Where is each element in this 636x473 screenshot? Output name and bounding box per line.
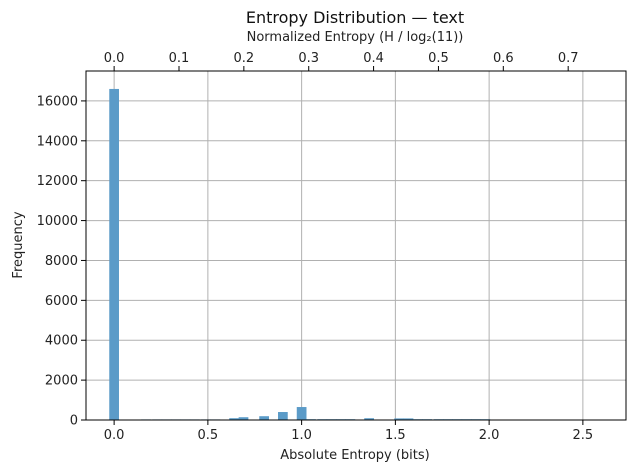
- y-tick-label: 8000: [45, 254, 78, 269]
- histogram-bar: [229, 418, 239, 420]
- y-tick-label: 12000: [37, 174, 78, 189]
- secondary-x-tick-label: 0.4: [363, 51, 384, 66]
- histogram-bar: [364, 418, 374, 420]
- histogram-bar: [296, 407, 307, 420]
- secondary-x-tick-label: 0.3: [298, 51, 319, 66]
- y-tick-label: 16000: [37, 94, 78, 109]
- secondary-x-tick-label: 0.5: [428, 51, 449, 66]
- histogram-bar: [238, 417, 249, 420]
- x-tick-label: 1.5: [385, 428, 406, 443]
- secondary-x-tick-label: 0.0: [104, 51, 125, 66]
- secondary-x-tick-label: 0.7: [558, 51, 579, 66]
- histogram-bar: [278, 412, 288, 420]
- histogram-bar: [403, 418, 414, 420]
- axis-ticks: 0.0 0.5 1.0 1.5 2.0 2.5 0 2000 4000 6000 8000 10000…: [37, 51, 594, 443]
- y-tick-label: 10000: [37, 214, 78, 229]
- y-tick-label: 6000: [45, 294, 78, 309]
- chart-title: Entropy Distribution — text: [246, 8, 464, 27]
- histogram-bar: [394, 418, 404, 420]
- x-tick-label: 2.0: [479, 428, 500, 443]
- y-tick-label: 4000: [45, 334, 78, 349]
- histogram-bars: [109, 88, 601, 420]
- y-tick-label: 2000: [45, 374, 78, 389]
- secondary-x-tick-label: 0.2: [234, 51, 255, 66]
- secondary-x-tick-label: 0.6: [493, 51, 514, 66]
- plot-frame: [85, 70, 627, 421]
- y-axis-label: Frequency: [11, 211, 26, 278]
- x-axis-label: Absolute Entropy (bits): [280, 448, 429, 463]
- x-tick-label: 2.5: [573, 428, 594, 443]
- x-tick-label: 0.0: [104, 428, 125, 443]
- secondary-x-tick-label: 0.1: [169, 51, 190, 66]
- histogram-bar: [259, 416, 269, 420]
- histogram-bar: [109, 88, 119, 420]
- y-tick-label: 0: [70, 414, 78, 429]
- gridlines: [86, 71, 626, 421]
- y-tick-label: 14000: [37, 134, 78, 149]
- x-tick-label: 1.0: [291, 428, 312, 443]
- secondary-x-axis-label: Normalized Entropy (H / log₂(11)): [247, 30, 464, 45]
- x-tick-label: 0.5: [198, 428, 219, 443]
